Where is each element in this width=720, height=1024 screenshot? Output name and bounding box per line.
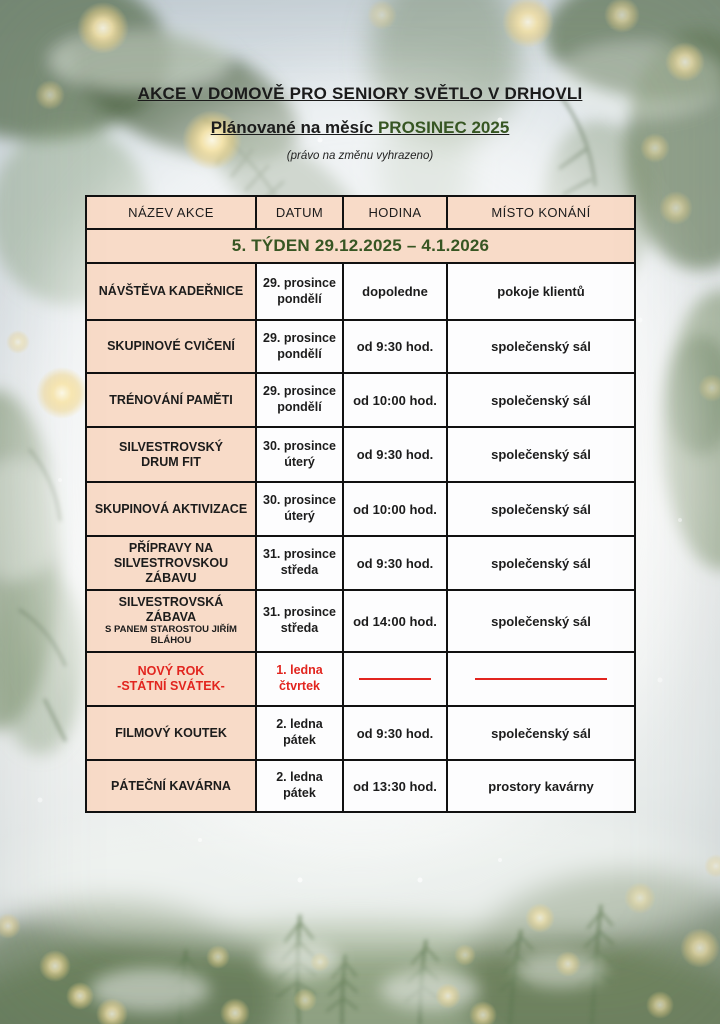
week-banner: 5. TÝDEN 29.12.2025 – 4.1.2026	[85, 228, 636, 264]
table-row: SILVESTROVSKÁ ZÁBAVA S PANEM STAROSTOU JI…	[85, 589, 636, 653]
event-time: od 9:30 hod.	[342, 705, 448, 761]
event-place: prostory kavárny	[446, 759, 636, 813]
table-row: SKUPINOVÁ AKTIVIZACE 30. prosince úterý o…	[85, 481, 636, 537]
event-name: SILVESTROVSKÁ ZÁBAVA S PANEM STAROSTOU JI…	[85, 589, 257, 653]
column-header-name: NÁZEV AKCE	[85, 195, 257, 230]
event-time	[342, 651, 448, 707]
event-place: společenský sál	[446, 705, 636, 761]
table-row-holiday: NOVÝ ROK -STÁTNÍ SVÁTEK- 1. ledna čtvrtek	[85, 651, 636, 707]
table-row: SKUPINOVÉ CVIČENÍ 29. prosince pondělí od…	[85, 319, 636, 374]
table-row: TRÉNOVÁNÍ PAMĚTI 29. prosince pondělí od …	[85, 372, 636, 428]
event-place: pokoje klientů	[446, 262, 636, 321]
table-header-row: NÁZEV AKCE DATUM HODINA MÍSTO KONÁNÍ	[85, 195, 636, 230]
table-row: FILMOVÝ KOUTEK 2. ledna pátek od 9:30 hod…	[85, 705, 636, 761]
column-header-date: DATUM	[255, 195, 344, 230]
table-row: SILVESTROVSKÝ DRUM FIT 30. prosince úterý…	[85, 426, 636, 483]
event-name: SKUPINOVÉ CVIČENÍ	[85, 319, 257, 374]
event-date: 31. prosince středa	[255, 589, 344, 653]
event-place: společenský sál	[446, 319, 636, 374]
event-date: 29. prosince pondělí	[255, 319, 344, 374]
event-name: NÁVŠTĚVA KADEŘNICE	[85, 262, 257, 321]
page-subtitle: Plánované na měsíc PROSINEC 2025	[0, 104, 720, 138]
event-time: od 9:30 hod.	[342, 426, 448, 483]
cancelled-line	[474, 678, 608, 680]
event-date: 29. prosince pondělí	[255, 262, 344, 321]
event-place: společenský sál	[446, 535, 636, 591]
table-row: PÁTEČNÍ KAVÁRNA 2. ledna pátek od 13:30 h…	[85, 759, 636, 813]
event-time: od 10:00 hod.	[342, 481, 448, 537]
column-header-place: MÍSTO KONÁNÍ	[446, 195, 636, 230]
table-row: PŘÍPRAVY NA SILVESTROVSKOU ZÁBAVU 31. pr…	[85, 535, 636, 591]
cancelled-line	[359, 678, 431, 680]
event-time: dopoledne	[342, 262, 448, 321]
event-name: SILVESTROVSKÝ DRUM FIT	[85, 426, 257, 483]
event-time: od 9:30 hod.	[342, 319, 448, 374]
event-date: 29. prosince pondělí	[255, 372, 344, 428]
event-date: 1. ledna čtvrtek	[255, 651, 344, 707]
event-date: 30. prosince úterý	[255, 481, 344, 537]
event-place: společenský sál	[446, 426, 636, 483]
week-banner-row: 5. TÝDEN 29.12.2025 – 4.1.2026	[85, 228, 636, 264]
event-name: PÁTEČNÍ KAVÁRNA	[85, 759, 257, 813]
event-date: 30. prosince úterý	[255, 426, 344, 483]
rights-note: (právo na změnu vyhrazeno)	[286, 150, 434, 162]
event-name: TRÉNOVÁNÍ PAMĚTI	[85, 372, 257, 428]
event-time: od 9:30 hod.	[342, 535, 448, 591]
events-table: NÁZEV AKCE DATUM HODINA MÍSTO KONÁNÍ 5. …	[85, 195, 636, 813]
event-date: 2. ledna pátek	[255, 759, 344, 813]
event-name: FILMOVÝ KOUTEK	[85, 705, 257, 761]
table-row: NÁVŠTĚVA KADEŘNICE 29. prosince pondělí d…	[85, 262, 636, 321]
subtitle-month: PROSINEC 2025	[377, 118, 510, 137]
event-place: společenský sál	[446, 481, 636, 537]
event-place	[446, 651, 636, 707]
event-time: od 14:00 hod.	[342, 589, 448, 653]
event-time: od 13:30 hod.	[342, 759, 448, 813]
event-date: 31. prosince středa	[255, 535, 344, 591]
column-header-time: HODINA	[342, 195, 448, 230]
event-name: PŘÍPRAVY NA SILVESTROVSKOU ZÁBAVU	[85, 535, 257, 591]
event-name: SKUPINOVÁ AKTIVIZACE	[85, 481, 257, 537]
event-name-subtitle: S PANEM STAROSTOU JIŘÍM BLÁHOU	[105, 624, 237, 646]
event-place: společenský sál	[446, 372, 636, 428]
event-place: společenský sál	[446, 589, 636, 653]
subtitle-prefix: Plánované na měsíc	[210, 118, 378, 137]
page-title: AKCE V DOMOVĚ PRO SENIORY SVĚTLO V DRHOV…	[137, 84, 583, 103]
event-time: od 10:00 hod.	[342, 372, 448, 428]
event-date: 2. ledna pátek	[255, 705, 344, 761]
event-name: NOVÝ ROK -STÁTNÍ SVÁTEK-	[85, 651, 257, 707]
